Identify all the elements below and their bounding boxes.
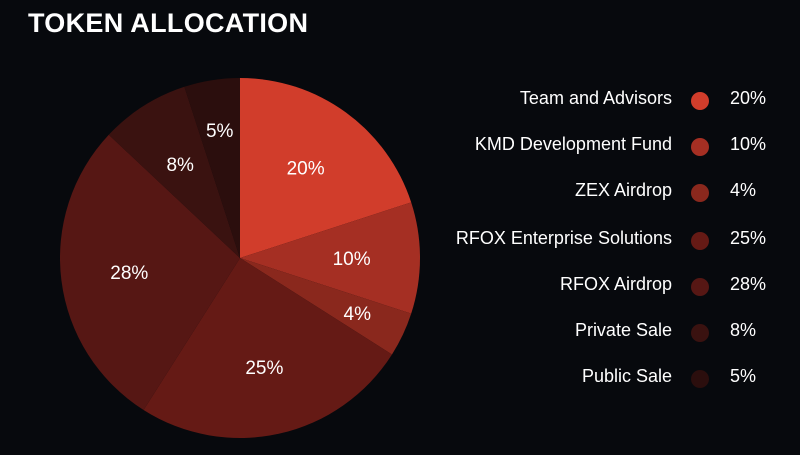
slice-label-2: 10%	[333, 249, 371, 270]
pie-slice-2	[240, 202, 420, 314]
pie-slice-6	[108, 86, 240, 258]
chart-title: TOKEN ALLOCATION	[28, 8, 309, 38]
pie-slice-3	[240, 258, 412, 355]
slice-label-7: 5%	[206, 121, 234, 142]
pie-slice-4	[143, 258, 392, 438]
pie-slice-7	[184, 78, 240, 258]
slice-label-5: 28%	[110, 263, 148, 284]
slice-label-1: 20%	[287, 159, 325, 180]
slice-label-3: 4%	[344, 304, 372, 325]
slice-label-6: 8%	[166, 155, 194, 176]
pie-slice-1	[240, 78, 412, 258]
slice-label-4: 25%	[245, 358, 283, 379]
pie-slice-5	[59, 134, 241, 410]
